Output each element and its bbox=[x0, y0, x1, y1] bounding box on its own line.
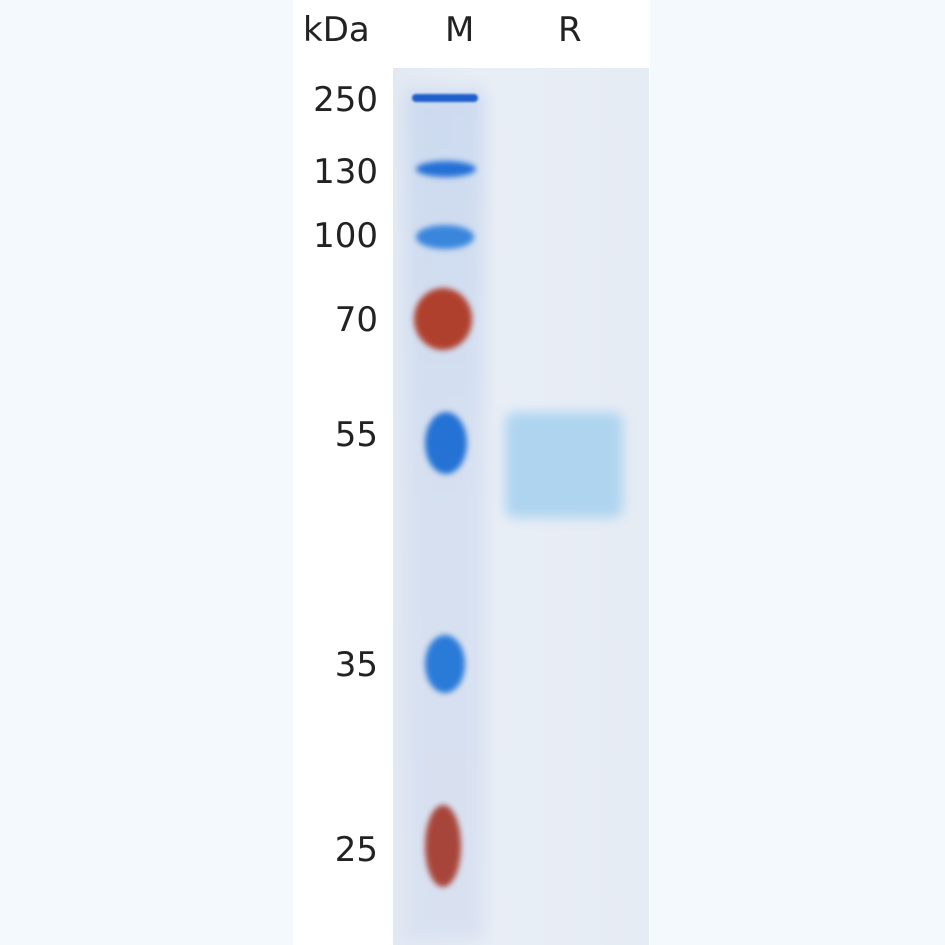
marker-band-100 bbox=[416, 225, 474, 249]
unit-label: kDa bbox=[303, 10, 370, 50]
sample-band bbox=[505, 412, 623, 518]
marker-band-250 bbox=[412, 94, 478, 102]
mw-label-70: 70 bbox=[334, 300, 378, 340]
mw-label-25: 25 bbox=[334, 830, 378, 870]
lane-label-sample: R bbox=[558, 10, 582, 50]
mw-label-100: 100 bbox=[313, 216, 378, 256]
marker-band-130 bbox=[416, 161, 476, 177]
marker-band-70 bbox=[414, 288, 472, 350]
mw-label-35: 35 bbox=[334, 645, 378, 685]
mw-label-55: 55 bbox=[334, 415, 378, 455]
lane-label-marker: M bbox=[445, 10, 475, 50]
marker-band-25 bbox=[425, 805, 461, 887]
marker-band-55 bbox=[425, 412, 467, 474]
mw-label-250: 250 bbox=[313, 80, 378, 120]
mw-label-130: 130 bbox=[313, 152, 378, 192]
marker-band-35 bbox=[425, 635, 465, 693]
